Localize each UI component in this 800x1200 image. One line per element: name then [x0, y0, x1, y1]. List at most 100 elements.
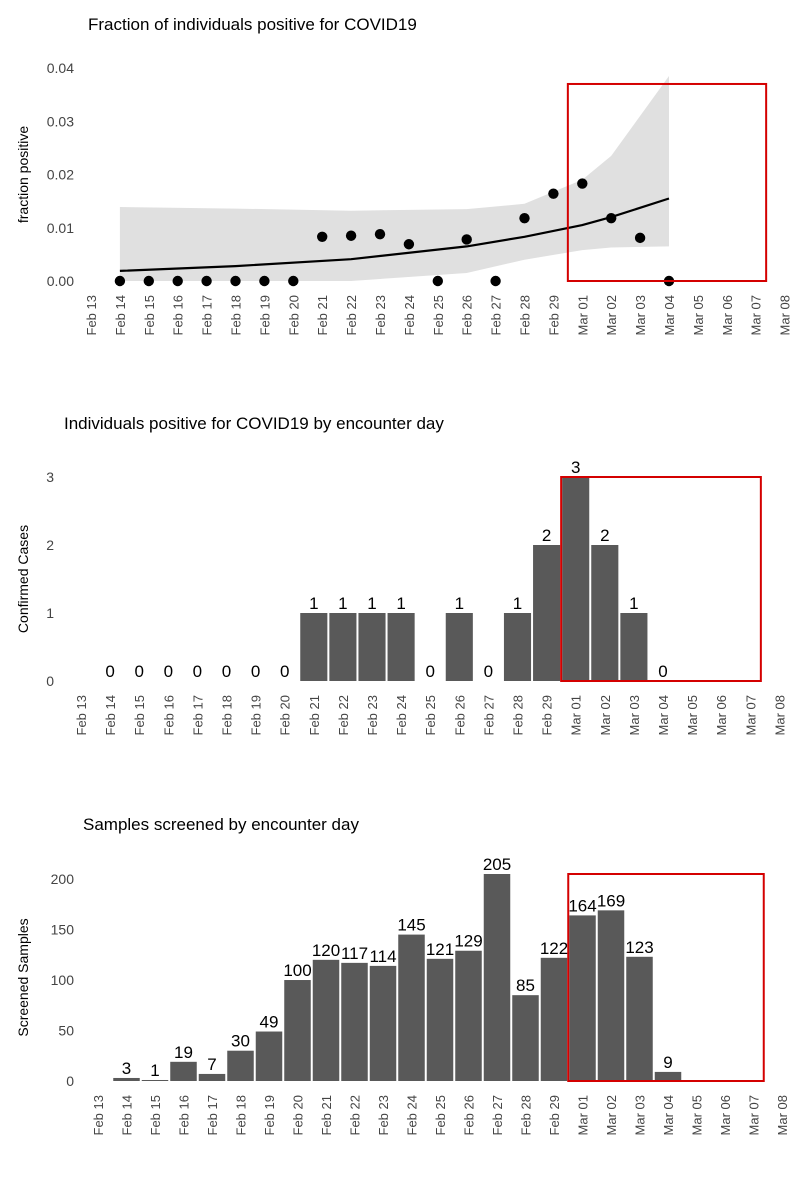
x-tick-label: Feb 18 [229, 295, 244, 335]
data-point [374, 228, 386, 240]
x-tick-label: Feb 15 [148, 1095, 163, 1135]
data-point [403, 239, 415, 250]
x-tick-label: Mar 01 [576, 1095, 591, 1135]
x-tick-label: Feb 13 [91, 1095, 106, 1135]
panel-title-screened: Samples screened by encounter day [83, 815, 359, 834]
bar [358, 613, 386, 681]
data-label: 3 [122, 1059, 131, 1078]
y-tick-label: 200 [51, 871, 75, 887]
x-tick-label: Feb 28 [511, 695, 526, 735]
data-label: 7 [207, 1055, 216, 1074]
bar [329, 613, 357, 681]
data-label: 0 [425, 662, 434, 681]
x-tick-label: Feb 19 [262, 1095, 277, 1135]
data-label: 1 [367, 594, 376, 613]
x-tick-label: Mar 04 [662, 295, 677, 335]
x-tick-label: Feb 15 [142, 295, 157, 335]
data-label: 2 [542, 526, 551, 545]
bar [341, 962, 368, 1081]
data-point [432, 275, 443, 287]
data-label: 121 [426, 940, 454, 959]
x-tick-label: Feb 20 [286, 295, 301, 335]
y-tick-label: 100 [51, 972, 75, 988]
data-label: 1 [338, 594, 347, 613]
bar [284, 980, 311, 1081]
x-tick-label: Mar 06 [718, 1095, 733, 1135]
data-point [288, 275, 299, 287]
data-label: 0 [251, 662, 260, 681]
y-tick-label: 150 [51, 922, 75, 938]
data-label: 0 [164, 662, 173, 681]
data-label: 0 [658, 662, 667, 681]
x-tick-label: Mar 02 [598, 695, 613, 735]
data-label: 205 [483, 855, 511, 874]
x-tick-label: Mar 05 [685, 695, 700, 735]
x-tick-label: Feb 23 [373, 295, 388, 335]
highlight-box [567, 873, 765, 1082]
x-tick-label: Mar 01 [569, 695, 584, 735]
x-tick-label: Feb 28 [518, 295, 533, 335]
bar [198, 1073, 226, 1081]
x-tick-label: Mar 08 [775, 1095, 790, 1135]
y-tick-label: 2 [46, 537, 54, 553]
data-label: 169 [597, 891, 625, 910]
highlight-box [566, 82, 768, 282]
x-tick-label: Mar 08 [778, 295, 793, 335]
fraction-positive-panel: Fraction of individuals positive for COV… [15, 15, 793, 335]
bar [533, 545, 561, 681]
y-axis-label-screened: Screened Samples [15, 918, 31, 1036]
bar [569, 915, 596, 1081]
data-label: 1 [396, 594, 405, 613]
bar [455, 950, 482, 1081]
data-point [114, 275, 126, 287]
x-tick-label: Mar 08 [772, 695, 787, 735]
bar [540, 957, 568, 1081]
y-tick-label: 50 [58, 1023, 74, 1039]
x-tick-label: Mar 01 [575, 295, 590, 335]
x-tick-label: Feb 20 [291, 1095, 306, 1135]
x-tick-label: Feb 29 [547, 1095, 562, 1135]
x-tick-label: Feb 25 [433, 1095, 448, 1135]
data-point [634, 232, 646, 244]
panel-title-confirmed: Individuals positive for COVID19 by enco… [64, 414, 444, 433]
x-tick-label: Feb 27 [490, 1095, 505, 1135]
data-point [230, 275, 241, 287]
data-label: 1 [629, 594, 638, 613]
bar [620, 613, 648, 681]
bar [512, 995, 539, 1081]
x-tick-label: Feb 26 [452, 695, 467, 735]
data-label: 145 [397, 916, 425, 935]
x-tick-label: Feb 18 [220, 695, 235, 735]
bar [141, 1079, 169, 1081]
x-tick-label: Feb 13 [74, 695, 89, 735]
x-tick-label: Mar 06 [720, 295, 735, 335]
y-tick-label: 0.02 [47, 167, 74, 183]
x-tick-label: Feb 15 [132, 695, 147, 735]
x-tick-label: Feb 22 [344, 295, 359, 335]
data-label: 120 [312, 941, 340, 960]
x-tick-label: Mar 07 [749, 295, 764, 335]
x-tick-label: Feb 22 [336, 695, 351, 735]
y-tick-label: 0.00 [47, 273, 74, 289]
data-label: 19 [174, 1043, 193, 1062]
data-label: 1 [150, 1061, 159, 1080]
highlight-box [560, 476, 762, 682]
y-tick-label: 0.01 [47, 220, 74, 236]
y-tick-label: 3 [46, 469, 54, 485]
data-label: 164 [568, 896, 596, 915]
data-label: 1 [513, 594, 522, 613]
x-tick-label: Mar 07 [747, 1095, 762, 1135]
bar [483, 874, 511, 1081]
data-label: 85 [516, 976, 535, 995]
screened-samples-panel: Samples screened by encounter day Screen… [15, 815, 790, 1135]
data-point [172, 275, 183, 287]
data-label: 49 [260, 1013, 279, 1032]
x-tick-label: Feb 19 [249, 695, 264, 735]
y-tick-label: 0 [46, 673, 54, 689]
data-label: 0 [193, 662, 202, 681]
x-tick-label: Feb 29 [546, 295, 561, 335]
x-tick-label: Mar 04 [656, 695, 671, 735]
x-tick-label: Feb 17 [190, 695, 205, 735]
bar [597, 910, 625, 1081]
x-tick-label: Feb 20 [278, 695, 293, 735]
